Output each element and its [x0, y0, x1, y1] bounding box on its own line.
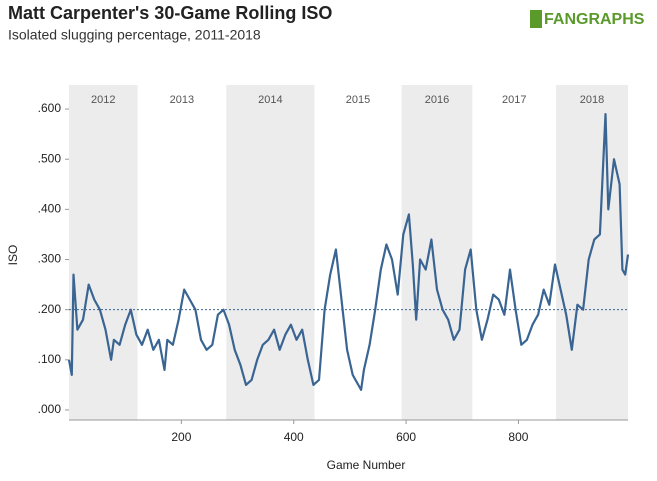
season-label: 2017	[502, 94, 526, 106]
season-band	[556, 85, 628, 420]
season-band	[226, 85, 315, 420]
y-tick-label: .000	[38, 402, 62, 416]
chart-subtitle: Isolated slugging percentage, 2011-2018	[8, 27, 261, 43]
season-label: 2015	[346, 94, 370, 106]
season-label: 2018	[580, 94, 604, 106]
season-band	[69, 85, 138, 420]
season-label: 2013	[170, 94, 194, 106]
logo-text: FANGRAPHS	[544, 11, 645, 28]
y-tick-label: .200	[38, 302, 62, 316]
season-label: 2014	[258, 94, 282, 106]
y-tick-label: .100	[38, 352, 62, 366]
chart-title: Matt Carpenter's 30-Game Rolling ISO	[8, 3, 332, 23]
iso-line	[67, 113, 630, 391]
x-tick-label: 800	[508, 430, 528, 444]
y-tick-label: .500	[38, 151, 62, 165]
season-label: 2016	[425, 94, 449, 106]
y-tick-label: .600	[38, 101, 62, 115]
y-tick-label: .300	[38, 252, 62, 266]
y-tick-label: .400	[38, 202, 62, 216]
logo-icon	[530, 10, 542, 28]
season-band	[401, 85, 473, 420]
x-tick-label: 200	[171, 430, 191, 444]
x-tick-label: 600	[396, 430, 416, 444]
x-axis-label: Game Number	[327, 458, 406, 472]
y-axis-label: ISO	[6, 245, 20, 266]
season-label: 2012	[91, 94, 115, 106]
x-tick-label: 400	[284, 430, 304, 444]
logo: FANGRAPHS	[530, 10, 645, 28]
